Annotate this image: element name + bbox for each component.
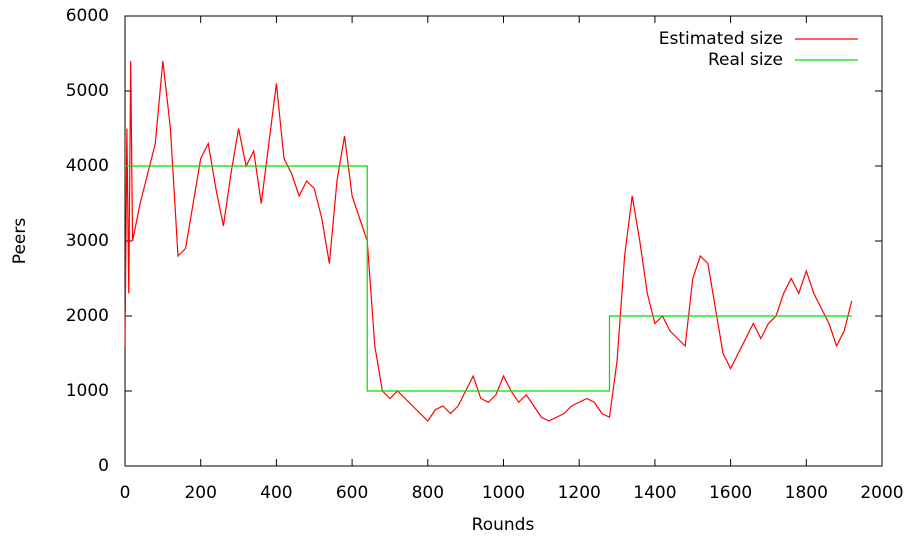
x-tick-label: 1200 [558, 483, 601, 503]
x-tick-label: 0 [120, 483, 131, 503]
legend-label: Estimated size [659, 29, 783, 49]
x-tick-label: 1400 [633, 483, 676, 503]
series-line [125, 165, 852, 392]
y-axis-label: Peers [10, 218, 30, 265]
x-tick-label: 1800 [785, 483, 828, 503]
y-tick-label: 5000 [66, 81, 109, 101]
x-tick-label: 200 [184, 483, 216, 503]
x-tick-label: 1600 [709, 483, 752, 503]
x-tick-label: 600 [336, 483, 368, 503]
y-tick-label: 2000 [66, 306, 109, 326]
y-tick-label: 1000 [66, 381, 109, 401]
legend-label: Real size [708, 50, 783, 70]
series-line [124, 60, 853, 422]
x-tick-label: 1000 [482, 483, 525, 503]
x-axis-label: Rounds [472, 515, 535, 535]
y-tick-label: 0 [98, 456, 109, 476]
y-tick-label: 4000 [66, 156, 109, 176]
y-tick-label: 3000 [66, 231, 109, 251]
x-tick-label: 800 [412, 483, 444, 503]
x-tick-label: 400 [260, 483, 292, 503]
y-tick-label: 6000 [66, 6, 109, 26]
x-tick-label: 2000 [860, 483, 903, 503]
plot-frame [124, 15, 883, 467]
